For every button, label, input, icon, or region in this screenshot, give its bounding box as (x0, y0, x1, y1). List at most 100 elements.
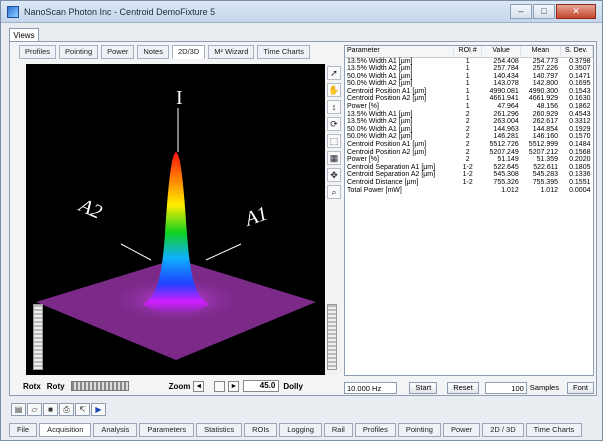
main-tab-time-charts[interactable]: Time Charts (525, 423, 583, 437)
i-axis-label: I (176, 87, 183, 109)
tab-views[interactable]: Views (9, 28, 39, 42)
table-cell: Centroid Position A1 [µm] (347, 141, 427, 149)
table-cell: 50.0% Width A1 [µm] (347, 125, 413, 133)
zoom-icon[interactable]: ⌕ (327, 185, 341, 199)
height-icon[interactable]: ↕ (327, 100, 341, 114)
table-cell: Centroid Separation A1 [µm] (347, 163, 436, 171)
zoom-label: Zoom (168, 381, 191, 391)
table-cell: 522.611 (533, 163, 558, 171)
main-tab-profiles[interactable]: Profiles (354, 423, 396, 437)
table-cell: 2 (465, 156, 470, 164)
samples-field[interactable]: 100 (484, 381, 527, 394)
maximize-button[interactable]: □ (533, 4, 555, 19)
zoom-scroll-thumb[interactable] (214, 380, 226, 392)
table-row: 13.5% Width A1 [µm] 1 254.408 254.773 0.3798 (345, 57, 593, 65)
subtab-2d-3d[interactable]: 2D/3D (171, 45, 206, 59)
table-cell: 144.854 (532, 125, 558, 133)
table-cell: 0.1570 (569, 133, 591, 141)
main-tab-2d-3d[interactable]: 2D / 3D (482, 423, 524, 437)
table-cell: 5512.726 (489, 141, 519, 149)
elevation-slider[interactable] (327, 304, 337, 370)
main-tab-power[interactable]: Power (442, 423, 481, 437)
table-cell: 0.3507 (569, 65, 591, 73)
rotation-slider[interactable] (70, 381, 129, 391)
table-row: Centroid Position A2 [µm] 1 4661.941 4661.9… (345, 95, 593, 103)
pan-hand-icon[interactable]: ✋ (327, 83, 341, 97)
table-cell: 2 (465, 148, 470, 156)
gaussian-peak (143, 152, 209, 313)
table-cell: 146.281 (493, 133, 519, 141)
main-tab-logging[interactable]: Logging (279, 423, 322, 437)
subtab-m-wizard[interactable]: M² Wizard (208, 45, 255, 59)
new-file-icon[interactable]: ▤ (11, 403, 26, 416)
main-tab-parameters[interactable]: Parameters (139, 423, 195, 437)
minimize-button[interactable]: – (510, 4, 532, 19)
save-icon[interactable]: ■ (43, 403, 58, 416)
table-row: 13.5% Width A1 [µm] 2 261.296 260.929 0.4543 (345, 111, 593, 119)
table-row: Centroid Position A1 [µm] 2 5512.726 5512.9… (345, 141, 593, 149)
table-row: 13.5% Width A2 [µm] 1 257.784 257.226 0.3507 (345, 65, 593, 73)
table-cell: 51.359 (536, 156, 558, 164)
table-cell: 0.1862 (569, 103, 591, 111)
table-cell: 0.4543 (569, 110, 591, 118)
subtab-power[interactable]: Power (101, 45, 135, 59)
subtab-pointing[interactable]: Pointing (59, 45, 99, 59)
arrow-icon[interactable]: ➚ (327, 66, 341, 80)
main-tab-file[interactable]: File (9, 423, 38, 437)
table-cell: 140.797 (532, 72, 558, 80)
grid-icon[interactable]: ▦ (327, 151, 341, 165)
window-title: NanoScan Photon Inc - Centroid DemoFixtu… (24, 6, 216, 17)
table-cell: 5207.249 (489, 148, 519, 156)
rotx-label: Rotx (23, 381, 41, 391)
zoom-decrease-button[interactable]: ◄ (193, 380, 205, 392)
table-cell: 1 (465, 87, 470, 95)
table-cell: 1-2 (462, 171, 473, 179)
pointer-icon[interactable]: ↸ (75, 403, 90, 416)
beam-3d-viewport[interactable]: I A2 A1 (26, 64, 325, 375)
main-tab-acquisition[interactable]: Acquisition (39, 423, 92, 437)
subtab-notes[interactable]: Notes (137, 45, 169, 59)
column-header[interactable]: S. Dev. (560, 46, 593, 58)
subtab-profiles[interactable]: Profiles (19, 45, 57, 59)
table-cell: 0.1630 (569, 95, 591, 103)
roty-slider-left[interactable] (33, 304, 43, 370)
table-cell: 0.1551 (569, 179, 591, 186)
table-cell: 13.5% Width A2 [µm] (347, 118, 413, 126)
column-header[interactable]: Value (481, 46, 522, 58)
start-button[interactable]: Start (409, 381, 438, 394)
reset-button[interactable]: Reset (447, 381, 479, 394)
table-cell: 47.964 (497, 103, 519, 111)
run-icon[interactable]: ▶ (91, 403, 106, 416)
rotate-icon[interactable]: ⟳ (327, 117, 341, 131)
main-tab-statistics[interactable]: Statistics (196, 423, 243, 437)
rate-field[interactable]: 10.000 Hz (344, 381, 398, 394)
table-cell: 1.012 (501, 186, 519, 194)
main-tab-analysis[interactable]: Analysis (93, 423, 138, 437)
table-cell: 1.012 (540, 186, 558, 194)
app-icon (7, 5, 19, 18)
table-cell: 143.078 (493, 80, 519, 88)
column-header[interactable]: ROI # (453, 46, 482, 58)
table-cell: 262.617 (532, 118, 558, 126)
table-cell: 0.3798 (569, 57, 591, 65)
table-cell: 257.784 (493, 65, 519, 73)
main-tab-pointing[interactable]: Pointing (397, 423, 441, 437)
close-button[interactable]: ✕ (556, 4, 596, 19)
table-cell: 0.1336 (569, 171, 591, 179)
zoom-value-field[interactable]: 45.0 (243, 380, 280, 392)
table-cell: 1-2 (462, 163, 473, 171)
subtab-time-charts[interactable]: Time Charts (257, 45, 310, 59)
acquisition-bar: 10.000 Hz Start Reset 100 Samples Font (344, 381, 594, 394)
zoom-increase-button[interactable]: ► (228, 380, 240, 392)
main-tab-rail[interactable]: Rail (323, 423, 353, 437)
print-icon[interactable]: ⎙ (59, 403, 74, 416)
column-header[interactable]: Mean (520, 46, 561, 58)
move-icon[interactable]: ✥ (327, 168, 341, 182)
open-folder-icon[interactable]: ▱ (27, 403, 42, 416)
column-header[interactable]: Parameter (345, 46, 455, 58)
table-cell: 0.1695 (569, 80, 591, 88)
main-tab-rois[interactable]: ROIs (244, 423, 278, 437)
table-cell: 1 (465, 80, 470, 88)
font-button[interactable]: Font (566, 381, 594, 394)
zoom-rect-icon[interactable]: ⬚ (327, 134, 341, 148)
